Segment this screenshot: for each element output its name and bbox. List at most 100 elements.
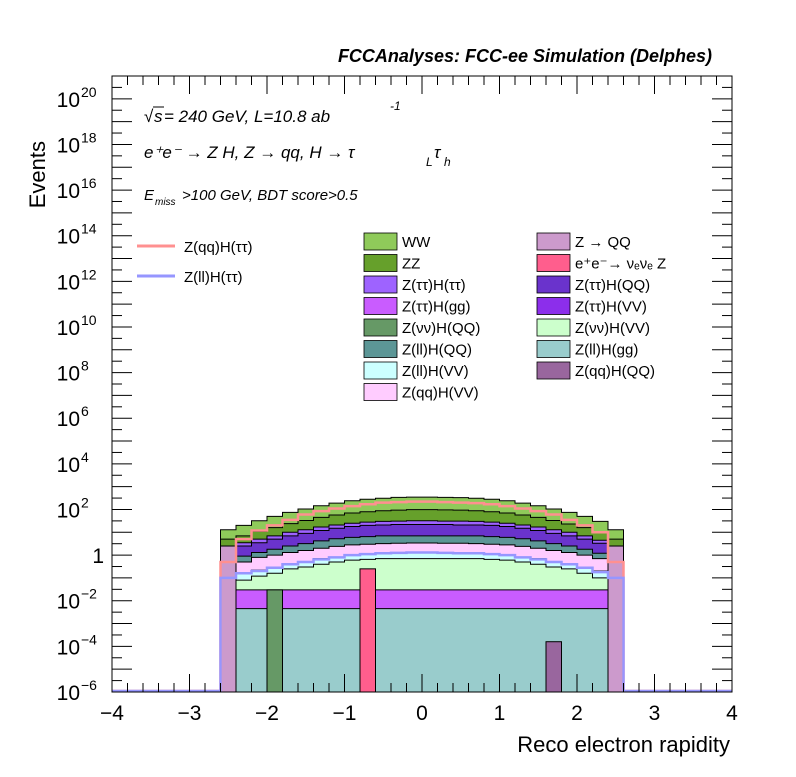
plot-area: [112, 496, 732, 693]
x-axis-ticks: −4 −3 −2 −1 0 1 2 3 4: [100, 76, 738, 725]
y-tick-exponent: 4: [81, 449, 89, 465]
y-tick-exponent: −2: [81, 586, 97, 602]
cut-e: E: [144, 187, 155, 204]
y-tick-exponent: 10: [81, 312, 97, 328]
cut-annotation: E miss >100 GeV, BDT score>0.5: [144, 187, 358, 208]
bar-z-ll-h-gg: [236, 608, 252, 692]
bar-z-ll-h-gg: [282, 608, 298, 692]
x-axis-label: Reco electron rapidity: [517, 732, 730, 757]
y-tick-label: 10: [57, 89, 80, 112]
legend-swatch-z-h: [363, 275, 398, 294]
bar-z-ll-h-gg: [561, 608, 577, 692]
legend-swatch-ww: [363, 232, 398, 251]
y-tick-exponent: 8: [81, 358, 89, 374]
x-tick-label: −2: [255, 702, 279, 725]
legend-label-zz: ZZ: [402, 256, 420, 273]
legend-label-e-e-z: e⁺e⁻→ νₑνₑ Z: [575, 256, 666, 273]
y-tick-exponent: −6: [81, 677, 97, 693]
y-tick-label: 10: [57, 317, 80, 340]
legend-backgrounds: WW Z → QQ ZZ e⁺e⁻→ νₑνₑ Z Z(ττ)H(ττ) Z(ττ)H(Q…: [363, 232, 666, 402]
y-tick-exponent: 16: [81, 175, 97, 191]
energy-prefix: s: [154, 107, 163, 126]
energy-annotation: √ s = 240 GeV, L=10.8 ab -1: [144, 99, 401, 126]
x-tick-label: 0: [416, 702, 428, 725]
cut-subscript: miss: [155, 197, 176, 208]
energy-text: = 240 GeV, L=10.8 ab: [164, 107, 330, 126]
tau1-subscript: L: [426, 155, 433, 169]
legend-label-z-ll-h-qq: Z(ll)H(QQ): [402, 342, 472, 359]
legend-label-z-h-gg: Z(ττ)H(gg): [402, 299, 471, 316]
y-tick-exponent: 6: [81, 403, 89, 419]
y-tick-label: 10: [57, 408, 80, 431]
legend-swatch-z-qq: [536, 232, 571, 251]
process-annotation: e⁺e⁻ → Z H, Z → qq, H → τ L τ h: [144, 143, 451, 169]
legend-swatch-zz: [363, 254, 398, 272]
y-tick-label: 10: [57, 134, 80, 157]
legend-swatch-z-h-qq: [536, 275, 571, 294]
y-tick-exponent: −4: [81, 631, 97, 647]
bar-z-ll-h-gg: [592, 608, 608, 692]
y-tick-label: 10: [57, 271, 80, 294]
x-tick-label: −1: [333, 702, 357, 725]
spike-z-h-qq: [266, 589, 283, 693]
legend-swatch-z-ll-h-vv: [363, 361, 398, 380]
bar-z-ll-h-gg: [344, 608, 360, 692]
y-tick-label: 10: [57, 636, 80, 659]
bar-z-ll-h-gg: [515, 608, 531, 692]
bar-z-ll-h-gg: [406, 608, 422, 692]
bar-z-ll-h-gg: [251, 608, 267, 692]
bar-z-ll-h-gg: [499, 608, 515, 692]
outline-z-h-qq: [220, 523, 624, 692]
bar-z-ll-h-gg: [313, 608, 329, 692]
legend-swatch-z-qq-h-vv: [363, 383, 398, 401]
legend-signals: Z(qq)H(ττ) Z(ll)H(ττ): [137, 239, 253, 286]
spike-z-qq: [607, 545, 624, 693]
tau2-subscript: h: [444, 155, 451, 169]
spike-layer: [220, 545, 624, 693]
y-tick-exponent: 20: [81, 84, 97, 100]
y-tick-label: 10: [57, 363, 80, 386]
bar-z-ll-h-gg: [530, 608, 546, 692]
x-tick-label: −4: [100, 702, 124, 725]
bar-z-ll-h-gg: [437, 608, 453, 692]
bar-z-ll-h-gg: [422, 608, 438, 692]
bar-z-ll-h-gg: [298, 608, 314, 692]
bar-z-ll-h-gg: [375, 608, 391, 692]
legend-label-z-qq-h-qq: Z(qq)H(QQ): [575, 363, 655, 380]
y-tick-exponent: 2: [81, 494, 89, 510]
tau2: τ: [434, 143, 442, 162]
bar-z-ll-h-gg: [577, 608, 593, 692]
legend-label-z-qq-h-vv: Z(qq)H(VV): [402, 385, 479, 402]
lumi-exponent: -1: [390, 99, 401, 113]
outline-z-h: [220, 520, 624, 692]
legend-label-z-h-vv: Z(νν)H(VV): [575, 320, 650, 337]
legend-label-z-h-vv: Z(ττ)H(VV): [575, 299, 647, 316]
legend-swatch-z-h-vv: [536, 297, 571, 315]
outline-ww: [220, 496, 624, 692]
y-tick-label: 10: [57, 682, 80, 705]
spike-z-qq-h-qq: [545, 641, 562, 693]
legend-label-ww: WW: [402, 234, 431, 251]
x-tick-label: 1: [494, 702, 506, 725]
legend-swatch-z-h-vv: [536, 318, 571, 337]
y-tick-label: 1: [92, 545, 104, 568]
y-tick-label: 10: [57, 180, 80, 203]
bar-z-ll-h-gg: [453, 608, 469, 692]
line-z-ll-h: [112, 551, 732, 693]
outline-z-qq-h-vv: [220, 542, 624, 692]
y-tick-exponent: 14: [81, 221, 97, 237]
legend-label-z-ll-h: Z(ll)H(ττ): [184, 269, 243, 286]
signal-lines: [112, 500, 732, 693]
spike-z-qq: [220, 545, 237, 693]
legend-swatch-z-h-gg: [363, 297, 398, 315]
legend-swatch-e-e-z: [536, 254, 571, 272]
y-tick-exponent: 12: [81, 266, 97, 282]
outline-z-h-vv: [220, 558, 624, 692]
legend-label-z-qq: Z → QQ: [575, 234, 631, 251]
bar-z-ll-h-gg: [329, 608, 345, 692]
cut-text: >100 GeV, BDT score>0.5: [182, 187, 358, 204]
process-text: e⁺e⁻ → Z H, Z → qq, H → τ: [144, 143, 356, 162]
sqrt-symbol: √: [144, 107, 154, 126]
